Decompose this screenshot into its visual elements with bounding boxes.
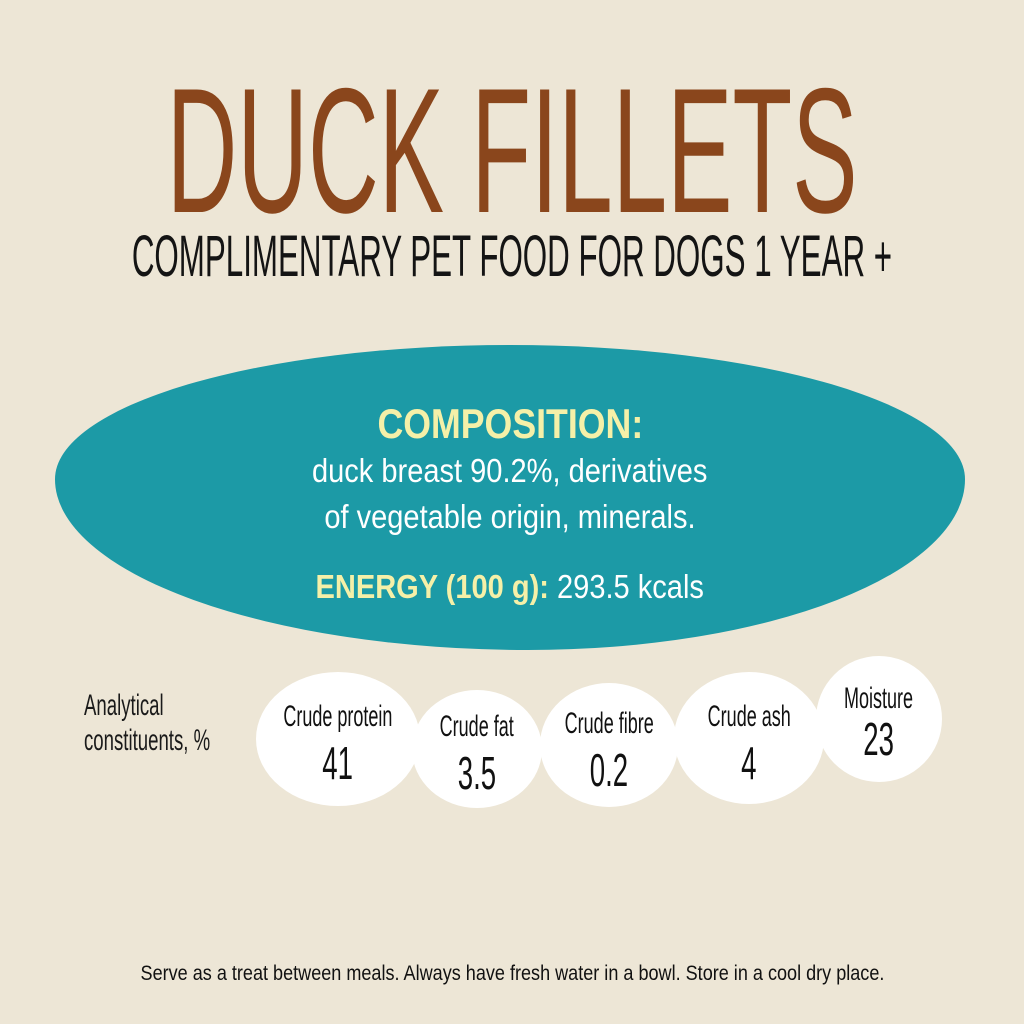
energy-value: 293.5 kcals xyxy=(557,568,705,605)
constituent-crude-protein: Crude protein 41 xyxy=(256,672,420,806)
usage-instructions: Serve as a treat between meals. Always h… xyxy=(140,962,884,985)
composition-text-line1: duck breast 90.2%, derivatives xyxy=(312,452,708,489)
composition-text-line2: of vegetable origin, minerals. xyxy=(324,498,696,535)
constituent-crude-fat: Crude fat 3.5 xyxy=(412,690,542,808)
energy-label: ENERGY (100 g): xyxy=(315,568,550,605)
analytical-label: Analytical constituents, % xyxy=(84,689,211,757)
constituent-crude-fibre: Crude fibre 0.2 xyxy=(540,683,678,807)
energy-info: ENERGY (100 g): 293.5 kcals xyxy=(55,568,965,606)
constituent-moisture: Moisture 23 xyxy=(816,656,942,782)
composition-panel xyxy=(55,345,965,650)
composition-heading: COMPOSITION: xyxy=(377,400,643,447)
product-title: DUCK FILLETS xyxy=(166,51,858,250)
product-subtitle: COMPLIMENTARY PET FOOD FOR DOGS 1 YEAR + xyxy=(131,224,893,289)
constituent-crude-ash: Crude ash 4 xyxy=(674,672,824,804)
